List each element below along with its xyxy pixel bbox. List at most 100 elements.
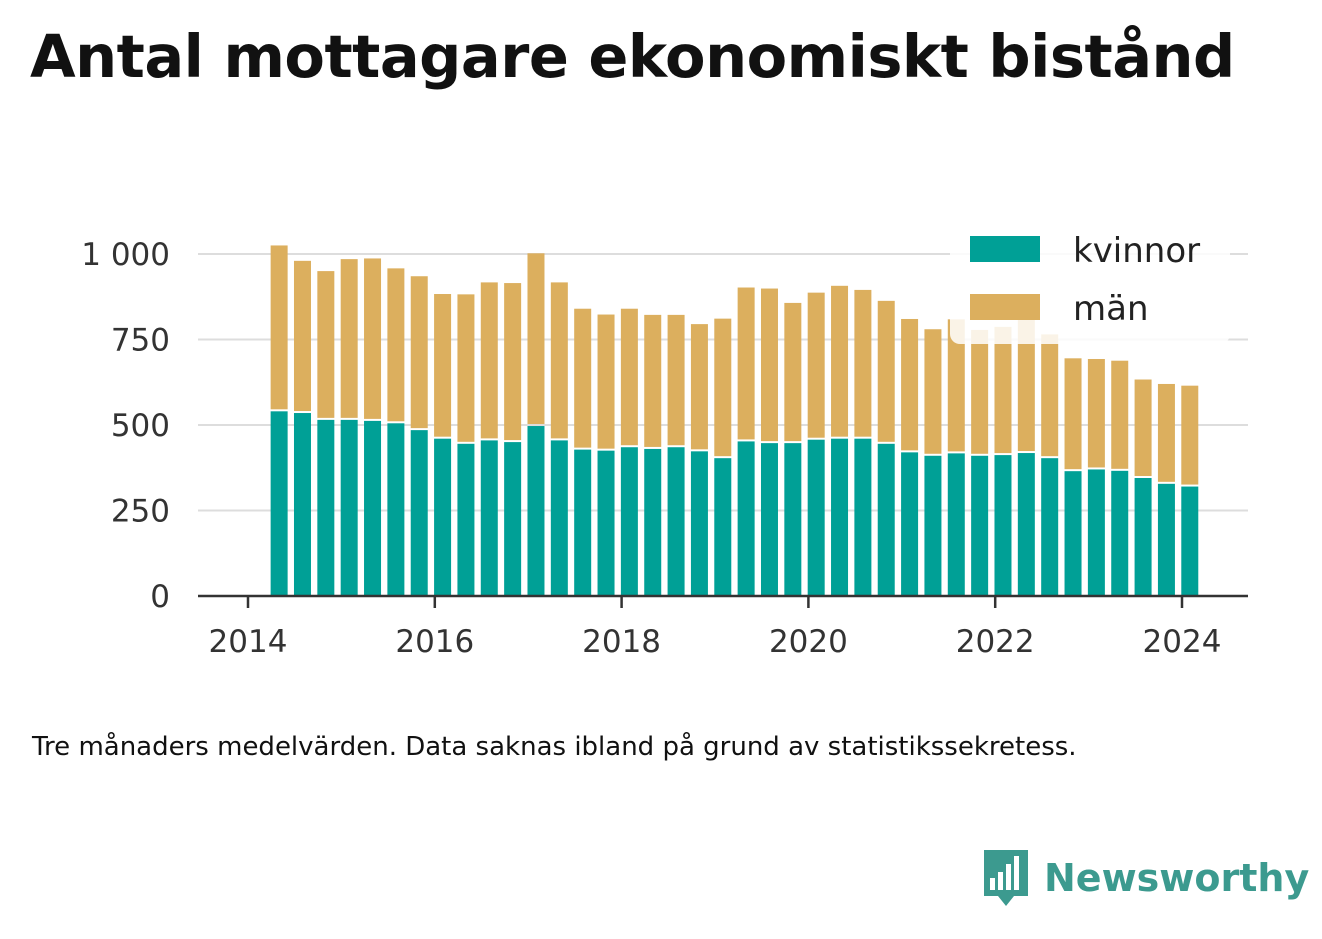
bar-man — [317, 271, 335, 418]
bar-kvinnor — [1064, 471, 1082, 596]
bar-man — [1087, 358, 1105, 468]
bar-man — [620, 308, 638, 446]
bar-man — [574, 308, 592, 448]
bar-man — [737, 287, 755, 440]
bar-kvinnor — [737, 441, 755, 596]
bar-man — [690, 324, 708, 450]
bar-man — [504, 283, 522, 441]
bar-man — [597, 314, 615, 449]
bar-kvinnor — [690, 451, 708, 596]
bar-man — [340, 259, 358, 418]
bar-man — [760, 288, 778, 442]
bar-kvinnor — [994, 455, 1012, 596]
chart-title: Antal mottagare ekonomiskt bistånd — [30, 22, 1235, 91]
bar-kvinnor — [387, 423, 405, 596]
x-tick-label: 2022 — [956, 624, 1035, 660]
brand-logo: Newsworthy — [980, 846, 1309, 910]
bar-kvinnor — [877, 443, 895, 596]
bar-kvinnor — [971, 455, 989, 596]
legend-swatch-man — [970, 294, 1040, 320]
bar-kvinnor — [901, 452, 919, 596]
bar-kvinnor — [457, 443, 475, 596]
bar-kvinnor — [1111, 470, 1129, 596]
bar-kvinnor — [854, 438, 872, 596]
x-tick-label: 2018 — [582, 624, 661, 660]
bar-man — [901, 318, 919, 451]
bar-kvinnor — [527, 426, 545, 596]
bar-man — [667, 314, 685, 446]
bar-man — [784, 302, 802, 442]
bar-man — [527, 253, 545, 425]
x-tick-label: 2020 — [769, 624, 848, 660]
y-tick-label: 250 — [111, 494, 170, 530]
x-tick-label: 2016 — [395, 624, 474, 660]
bar-chart-speech-bubble-icon — [984, 850, 1028, 906]
bar-kvinnor — [1017, 453, 1035, 596]
bar-kvinnor — [410, 430, 428, 596]
bar-man — [1134, 379, 1152, 477]
bar-kvinnor — [434, 438, 452, 596]
bar-kvinnor — [480, 440, 498, 596]
bar-man — [877, 300, 895, 442]
legend-label-man: män — [1073, 289, 1149, 329]
bar-man — [1064, 358, 1082, 470]
bar-man — [457, 294, 475, 442]
bar-kvinnor — [1134, 478, 1152, 596]
bar-kvinnor — [1041, 458, 1059, 596]
bar-kvinnor — [270, 411, 288, 596]
bar-man — [1111, 360, 1129, 469]
bar-kvinnor — [340, 419, 358, 596]
bar-man — [1157, 383, 1175, 482]
bar-man — [971, 329, 989, 454]
bar-kvinnor — [667, 447, 685, 596]
bar-kvinnor — [1087, 469, 1105, 596]
bar-man — [387, 268, 405, 422]
bar-kvinnor — [504, 442, 522, 596]
brand-name: Newsworthy — [1044, 856, 1310, 900]
bar-kvinnor — [784, 443, 802, 596]
bar-kvinnor — [1157, 483, 1175, 596]
bar-man — [364, 258, 382, 419]
legend-label-kvinnor: kvinnor — [1073, 231, 1200, 271]
y-tick-label: 0 — [150, 579, 170, 615]
chart-area: 2014 2016 2018 2020 2022 2024 0 250 500 750 1 000… — [81, 222, 1248, 660]
bar-kvinnor — [597, 450, 615, 596]
bar-man — [994, 326, 1012, 454]
legend-swatch-kvinnor — [970, 236, 1040, 262]
y-tick-label: 500 — [111, 408, 170, 444]
y-tick-label: 1 000 — [81, 237, 170, 273]
bar-man — [831, 285, 849, 437]
bar-kvinnor — [947, 453, 965, 596]
bar-man — [947, 319, 965, 452]
bar-man — [644, 314, 662, 447]
bar-man — [924, 329, 942, 454]
bar-kvinnor — [831, 438, 849, 596]
bar-kvinnor — [644, 448, 662, 596]
bar-kvinnor — [620, 447, 638, 596]
bar-man — [550, 282, 568, 439]
x-tick-label: 2024 — [1143, 624, 1222, 660]
bar-man — [480, 282, 498, 439]
bar-man — [807, 292, 825, 438]
bar-kvinnor — [714, 458, 732, 596]
bar-kvinnor — [317, 419, 335, 596]
bar-kvinnor — [574, 449, 592, 596]
bar-kvinnor — [1181, 486, 1199, 596]
bar-man — [854, 289, 872, 437]
bar-man — [1181, 385, 1199, 485]
bar-man — [1041, 334, 1059, 457]
bar-kvinnor — [293, 413, 311, 596]
bar-kvinnor — [924, 455, 942, 596]
bar-kvinnor — [807, 439, 825, 596]
bar-man — [293, 260, 311, 412]
bar-man — [1017, 319, 1035, 452]
bar-kvinnor — [550, 440, 568, 596]
x-axis: 2014 2016 2018 2020 2022 2024 — [209, 596, 1222, 660]
y-axis: 0 250 500 750 1 000 — [81, 237, 170, 615]
bar-kvinnor — [760, 443, 778, 596]
bars — [270, 245, 1199, 596]
bar-man — [270, 245, 288, 410]
bar-man — [410, 276, 428, 429]
x-tick-label: 2014 — [209, 624, 288, 660]
legend: kvinnor män — [950, 222, 1230, 344]
